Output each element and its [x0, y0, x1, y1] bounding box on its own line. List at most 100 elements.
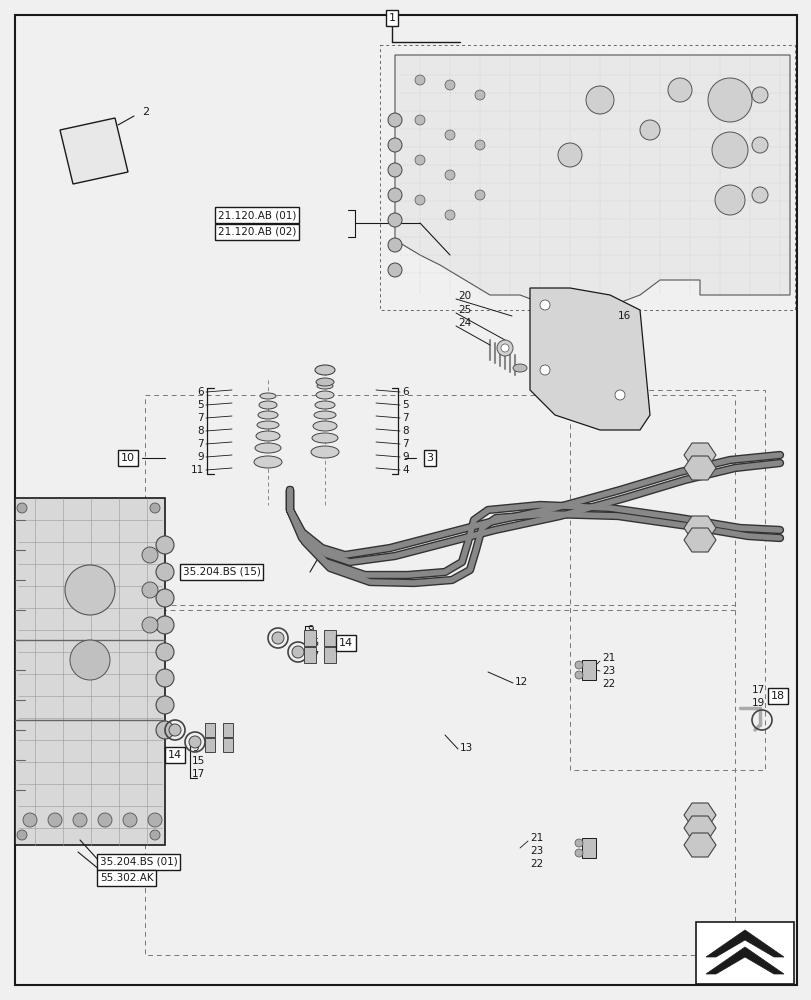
Circle shape [156, 721, 174, 739]
Circle shape [292, 646, 303, 658]
Circle shape [711, 132, 747, 168]
Circle shape [444, 170, 454, 180]
Polygon shape [683, 833, 715, 857]
Circle shape [574, 661, 582, 669]
Circle shape [474, 190, 484, 200]
Text: 14: 14 [168, 750, 182, 760]
Ellipse shape [311, 446, 338, 458]
Circle shape [414, 75, 424, 85]
Circle shape [142, 582, 158, 598]
Bar [303, 630, 315, 646]
Text: 22: 22 [601, 679, 615, 689]
Text: 8: 8 [401, 426, 408, 436]
Circle shape [639, 120, 659, 140]
Circle shape [614, 390, 624, 400]
Text: 7: 7 [401, 413, 408, 423]
Circle shape [414, 195, 424, 205]
Ellipse shape [258, 411, 277, 419]
Text: 22: 22 [530, 859, 543, 869]
Circle shape [574, 839, 582, 847]
Circle shape [388, 213, 401, 227]
Circle shape [142, 617, 158, 633]
Text: 15: 15 [307, 638, 320, 648]
Text: 15: 15 [191, 756, 205, 766]
Circle shape [148, 813, 162, 827]
Text: 10: 10 [121, 453, 135, 463]
Circle shape [189, 736, 201, 748]
Circle shape [707, 78, 751, 122]
Text: 21: 21 [530, 833, 543, 843]
Circle shape [388, 238, 401, 252]
Ellipse shape [259, 401, 277, 409]
Circle shape [388, 138, 401, 152]
Text: 9: 9 [307, 625, 313, 635]
Text: 35.204.BS (15): 35.204.BS (15) [182, 567, 260, 577]
Text: 6: 6 [197, 387, 204, 397]
Polygon shape [394, 55, 789, 310]
Text: 35.204.BS (01): 35.204.BS (01) [100, 857, 178, 867]
Ellipse shape [255, 431, 280, 441]
Circle shape [557, 143, 581, 167]
Polygon shape [683, 456, 715, 480]
Text: 1: 1 [388, 13, 395, 23]
Circle shape [714, 185, 744, 215]
Bar [324, 647, 336, 663]
Circle shape [156, 616, 174, 634]
Polygon shape [15, 498, 165, 845]
Bar [204, 738, 215, 752]
Polygon shape [581, 660, 595, 680]
Text: 3: 3 [426, 453, 433, 463]
Circle shape [414, 115, 424, 125]
Bar [303, 647, 315, 663]
Polygon shape [530, 288, 649, 430]
Circle shape [444, 210, 454, 220]
Circle shape [142, 547, 158, 563]
Bar [324, 630, 336, 646]
Circle shape [388, 188, 401, 202]
Circle shape [751, 87, 767, 103]
Bar [223, 738, 233, 752]
Circle shape [667, 78, 691, 102]
Text: 7: 7 [197, 413, 204, 423]
Circle shape [150, 503, 160, 513]
Circle shape [65, 565, 115, 615]
Polygon shape [683, 528, 715, 552]
Text: 17: 17 [307, 651, 320, 661]
Circle shape [150, 830, 160, 840]
Circle shape [751, 187, 767, 203]
Bar [695, 922, 793, 984]
Circle shape [414, 155, 424, 165]
Circle shape [23, 813, 37, 827]
Text: 16: 16 [617, 311, 630, 321]
Circle shape [539, 300, 549, 310]
Ellipse shape [316, 383, 333, 389]
Ellipse shape [513, 364, 526, 372]
Text: 5: 5 [197, 400, 204, 410]
Circle shape [169, 724, 181, 736]
Polygon shape [705, 930, 783, 957]
Bar [145, 605, 734, 955]
Circle shape [98, 813, 112, 827]
Circle shape [272, 632, 284, 644]
Text: 19: 19 [751, 698, 764, 708]
Circle shape [17, 503, 27, 513]
Ellipse shape [260, 393, 276, 399]
Circle shape [444, 130, 454, 140]
Text: 20: 20 [457, 291, 470, 301]
Ellipse shape [312, 421, 337, 431]
Text: 17: 17 [191, 769, 205, 779]
Text: 9: 9 [191, 743, 199, 753]
Text: 7: 7 [197, 439, 204, 449]
Circle shape [48, 813, 62, 827]
Circle shape [539, 365, 549, 375]
Text: 55.302.AK: 55.302.AK [100, 873, 153, 883]
Text: 8: 8 [197, 426, 204, 436]
Polygon shape [705, 947, 783, 974]
Circle shape [388, 263, 401, 277]
Bar [223, 723, 233, 737]
Circle shape [444, 80, 454, 90]
Text: 7: 7 [401, 439, 408, 449]
Circle shape [474, 90, 484, 100]
Circle shape [122, 813, 137, 827]
Ellipse shape [257, 421, 279, 429]
